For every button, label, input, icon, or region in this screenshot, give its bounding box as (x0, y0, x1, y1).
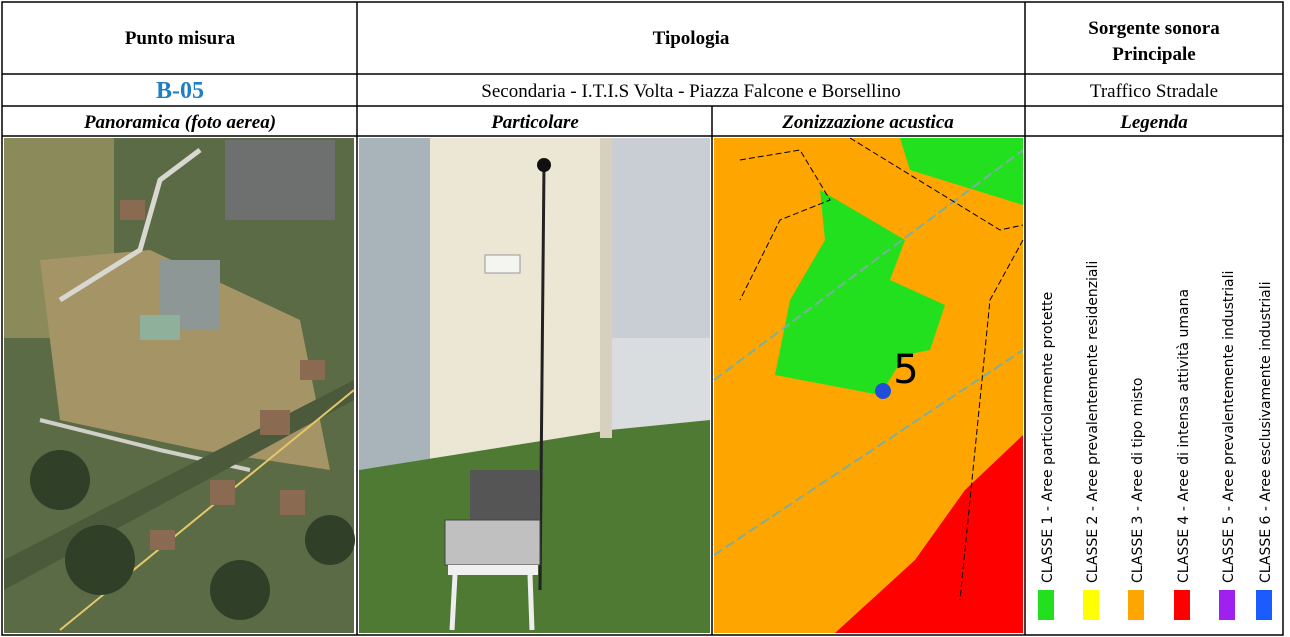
site-photo (359, 138, 710, 633)
header-cell: Tipologia (653, 28, 730, 49)
header-cell: Punto misura (125, 28, 236, 49)
point-id: B-05 (156, 78, 204, 104)
legend-swatch (1256, 590, 1272, 620)
legend: CLASSE 1 - Aree particolarmente protette… (1038, 261, 1274, 620)
zoning-map: 5 (713, 137, 1024, 633)
map-point-label: 5 (893, 347, 918, 393)
subheader-cell: Panoramica (foto aerea) (83, 112, 276, 133)
tipologia: Secondaria - I.T.I.S Volta - Piazza Falc… (481, 81, 900, 102)
legend-label: CLASSE 6 - Aree esclusivamente industria… (1258, 281, 1274, 583)
aerial-photo (4, 138, 355, 633)
legend-label: CLASSE 3 - Aree di tipo misto (1130, 378, 1146, 584)
legend-label: CLASSE 5 - Aree prevalentemente industri… (1221, 271, 1237, 583)
legend-swatch (1038, 590, 1054, 620)
legend-swatch (1174, 590, 1190, 620)
subheader-cell: Zonizzazione acustica (781, 112, 954, 133)
legend-label: CLASSE 4 - Aree di intensa attività uman… (1176, 289, 1192, 583)
subheader-cell: Particolare (490, 112, 579, 133)
subheader-cell: Legenda (1119, 112, 1188, 133)
legend-label: CLASSE 2 - Aree prevalentemente residenz… (1085, 261, 1101, 583)
legend-swatch (1219, 590, 1235, 620)
legend-swatch (1128, 590, 1144, 620)
header-cell: Sorgente sonora Principale (1088, 18, 1220, 65)
legend-label: CLASSE 1 - Aree particolarmente protette (1040, 292, 1056, 583)
legend-swatch (1083, 590, 1099, 620)
sorgente: Traffico Stradale (1090, 81, 1218, 102)
